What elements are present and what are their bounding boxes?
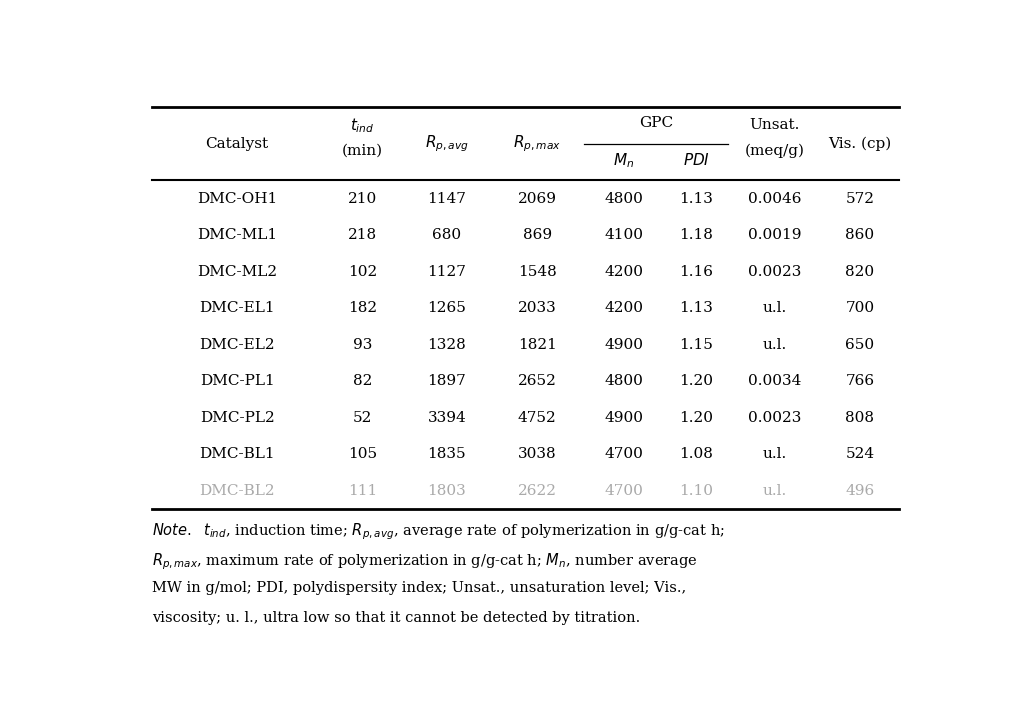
Text: DMC-ML2: DMC-ML2 [197,265,277,279]
Text: 4700: 4700 [605,484,644,498]
Text: 1548: 1548 [518,265,557,279]
Text: 210: 210 [348,192,377,205]
Text: DMC-ML1: DMC-ML1 [197,228,277,242]
Text: 4700: 4700 [605,447,644,462]
Text: 1.13: 1.13 [680,301,713,315]
Text: 102: 102 [348,265,377,279]
Text: 111: 111 [348,484,377,498]
Text: u.l.: u.l. [763,447,787,462]
Text: 869: 869 [523,228,551,242]
Text: 2033: 2033 [518,301,557,315]
Text: 700: 700 [846,301,874,315]
Text: 93: 93 [353,338,372,352]
Text: (meq/g): (meq/g) [745,144,805,158]
Text: 1.15: 1.15 [680,338,713,352]
Text: Unsat.: Unsat. [749,118,800,132]
Text: 808: 808 [846,411,874,425]
Text: (min): (min) [342,144,383,158]
Text: viscosity; u. l., ultra low so that it cannot be detected by titration.: viscosity; u. l., ultra low so that it c… [152,611,641,625]
Text: 650: 650 [846,338,874,352]
Text: $R_{p,max}$: $R_{p,max}$ [514,133,562,154]
Text: 820: 820 [846,265,874,279]
Text: 1835: 1835 [427,447,466,462]
Text: 0.0034: 0.0034 [748,375,802,388]
Text: DMC-BL2: DMC-BL2 [199,484,275,498]
Text: 1.16: 1.16 [680,265,713,279]
Text: 1.18: 1.18 [680,228,713,242]
Text: DMC-EL2: DMC-EL2 [199,338,275,352]
Text: 4900: 4900 [605,338,644,352]
Text: DMC-PL1: DMC-PL1 [200,375,275,388]
Text: 524: 524 [846,447,874,462]
Text: 4100: 4100 [605,228,644,242]
Text: 4800: 4800 [605,375,644,388]
Text: 860: 860 [846,228,874,242]
Text: 4200: 4200 [605,265,644,279]
Text: DMC-BL1: DMC-BL1 [199,447,275,462]
Text: 1.20: 1.20 [680,375,713,388]
Text: u.l.: u.l. [763,484,787,498]
Text: Vis. (cp): Vis. (cp) [828,137,892,151]
Text: 1127: 1127 [427,265,466,279]
Text: 1.10: 1.10 [680,484,713,498]
Text: 182: 182 [348,301,377,315]
Text: DMC-EL1: DMC-EL1 [199,301,275,315]
Text: 0.0046: 0.0046 [748,192,802,205]
Text: 1265: 1265 [427,301,466,315]
Text: $t_{ind}$: $t_{ind}$ [351,116,375,135]
Text: 1328: 1328 [427,338,466,352]
Text: 4752: 4752 [518,411,557,425]
Text: $R_{p,max}$, maximum rate of polymerization in g/g-cat h; $M_n$, number average: $R_{p,max}$, maximum rate of polymerizat… [152,551,698,571]
Text: 1147: 1147 [427,192,466,205]
Text: 105: 105 [348,447,377,462]
Text: 1.08: 1.08 [680,447,713,462]
Text: 218: 218 [348,228,377,242]
Text: DMC-PL2: DMC-PL2 [200,411,275,425]
Text: 0.0019: 0.0019 [748,228,802,242]
Text: $R_{p,avg}$: $R_{p,avg}$ [424,133,468,154]
Text: MW in g/mol; PDI, polydispersity index; Unsat., unsaturation level; Vis.,: MW in g/mol; PDI, polydispersity index; … [152,581,686,595]
Text: DMC-OH1: DMC-OH1 [197,192,278,205]
Text: $M_n$: $M_n$ [613,151,634,170]
Text: 2069: 2069 [518,192,557,205]
Text: 0.0023: 0.0023 [748,411,802,425]
Text: 2622: 2622 [518,484,557,498]
Text: 1.20: 1.20 [680,411,713,425]
Text: 1897: 1897 [427,375,466,388]
Text: 3394: 3394 [427,411,466,425]
Text: 2652: 2652 [518,375,557,388]
Text: Catalyst: Catalyst [206,137,269,151]
Text: $\mathit{Note.}$  $t_{ind}$, induction time; $R_{p,avg}$, average rate of polyme: $\mathit{Note.}$ $t_{ind}$, induction ti… [152,521,725,542]
Text: 1.13: 1.13 [680,192,713,205]
Text: 52: 52 [353,411,372,425]
Text: u.l.: u.l. [763,301,787,315]
Text: 766: 766 [846,375,874,388]
Text: 0.0023: 0.0023 [748,265,802,279]
Text: 4900: 4900 [605,411,644,425]
Text: 82: 82 [353,375,372,388]
Text: 1821: 1821 [518,338,557,352]
Text: 1803: 1803 [427,484,466,498]
Text: 4800: 4800 [605,192,644,205]
Text: GPC: GPC [639,116,673,130]
Text: 3038: 3038 [518,447,557,462]
Text: $PDI$: $PDI$ [683,152,709,169]
Text: 680: 680 [433,228,461,242]
Text: 572: 572 [846,192,874,205]
Text: 4200: 4200 [605,301,644,315]
Text: 496: 496 [846,484,874,498]
Text: u.l.: u.l. [763,338,787,352]
